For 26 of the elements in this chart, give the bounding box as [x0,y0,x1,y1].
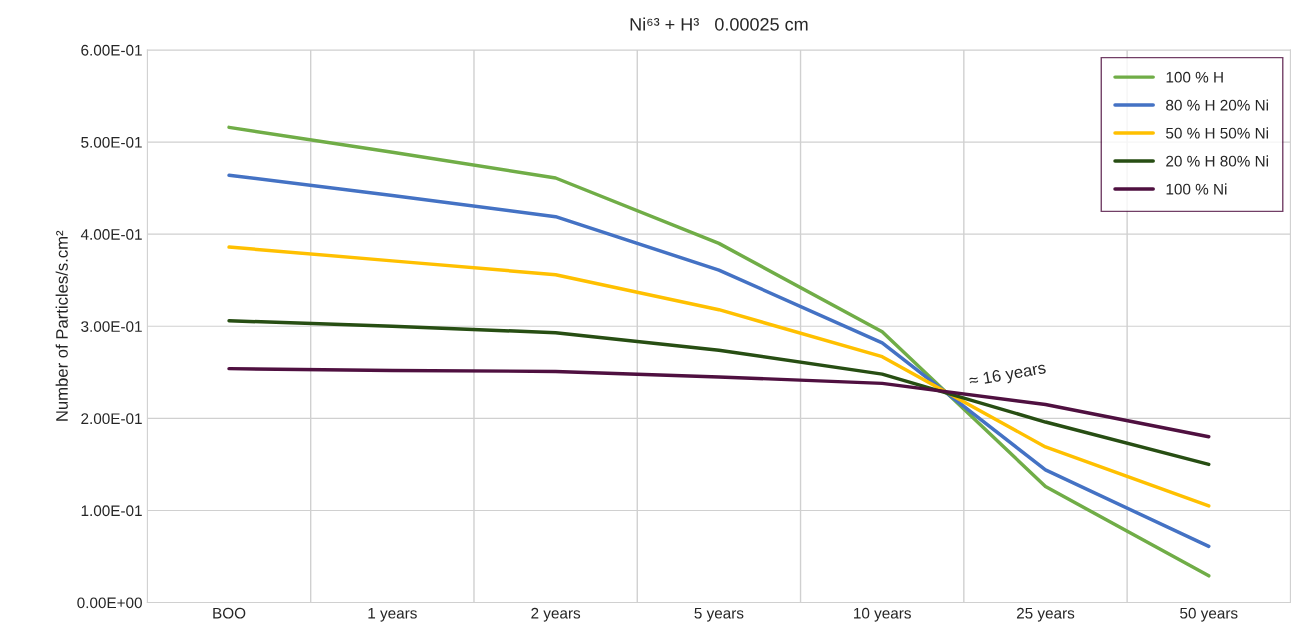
x-tick-label: 25 years [1016,607,1075,622]
legend-label: 20 % H 80% Ni [1166,155,1268,167]
line-series [227,173,1211,549]
x-tick-label: BOO [213,607,246,619]
x-tick-label: 5 years [694,607,744,622]
legend-label: 100 % Ni [1166,183,1227,195]
y-tick-label: 6.00E-01 [81,44,142,56]
legend-label: 80 % H 20% Ni [1166,99,1268,111]
x-tick-label: 10 years [854,607,911,622]
legend-label: 100 % H [1166,71,1223,83]
line-series [227,245,1211,508]
x-tick-label: 1 years [368,607,417,622]
chart-title: Ni⁶³ + H³ 0.00025 cm [630,17,808,31]
y-axis-title: Number of Particles/s.cm² [55,230,68,421]
line-series [227,319,1211,467]
x-tick-label: 50 years [1180,607,1238,622]
y-tick-label: 3.00E-01 [81,321,142,332]
line-series [227,366,1211,439]
y-tick-label: 0.00E+00 [77,597,142,609]
y-tick-label: 1.00E-01 [81,505,142,517]
annotation: ≈ 16 years [968,361,1047,390]
x-tick-label: 2 years [531,607,581,622]
y-tick-label: 4.00E-01 [80,229,142,240]
y-tick-label: 2.00E-01 [81,413,142,425]
legend-label: 50 % H 50% Ni [1166,127,1268,139]
y-tick-label: 5.00E-01 [81,136,142,148]
